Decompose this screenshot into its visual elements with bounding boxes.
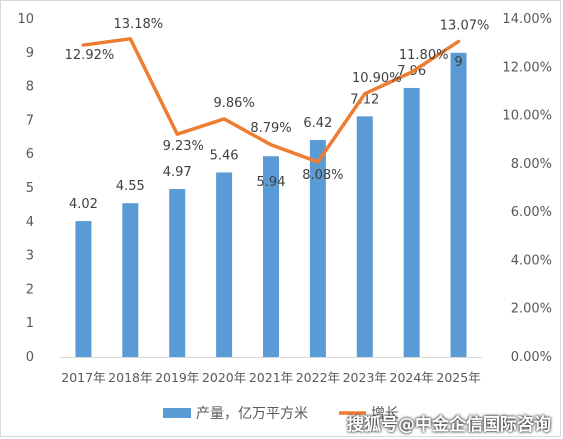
line-data-label: 9.23% xyxy=(163,139,204,154)
y-left-tick-label: 2 xyxy=(26,282,34,297)
x-tick-label: 2020年 xyxy=(202,370,246,385)
y-left-tick-label: 0 xyxy=(26,350,34,365)
line-data-label: 9.86% xyxy=(213,96,254,111)
y-left-tick-label: 8 xyxy=(26,80,34,95)
bar xyxy=(403,87,420,358)
y-left-tick-label: 9 xyxy=(26,46,34,61)
y-left-tick-label: 6 xyxy=(26,147,34,162)
line-data-label: 12.92% xyxy=(65,48,115,63)
y-right-tick-label: 0.00% xyxy=(511,350,552,365)
x-tick-label: 2022年 xyxy=(296,370,340,385)
bar xyxy=(309,140,326,357)
legend-bar-label: 产量，亿万平方米 xyxy=(196,406,308,422)
x-tick-label: 2023年 xyxy=(343,370,387,385)
watermark-text: 搜狐号@中金企信国际咨询 xyxy=(347,415,551,435)
x-tick-label: 2019年 xyxy=(155,370,199,385)
bar xyxy=(450,52,467,358)
bar xyxy=(263,156,279,357)
x-tick-label: 2025年 xyxy=(436,370,480,385)
x-tick-label: 2021年 xyxy=(249,370,293,385)
bar-data-label: 5.46 xyxy=(210,148,239,163)
bar-data-label: 9 xyxy=(454,55,462,70)
line-data-label: 8.79% xyxy=(250,121,291,136)
bar xyxy=(169,189,186,357)
y-right-tick-label: 10.00% xyxy=(502,109,552,124)
bar-data-label: 4.97 xyxy=(163,165,192,180)
y-left-tick-label: 4 xyxy=(26,215,34,230)
bar xyxy=(122,203,139,357)
bar-data-label: 4.02 xyxy=(69,197,98,212)
growth-line xyxy=(81,37,461,164)
bar-data-label: 4.55 xyxy=(116,179,145,194)
y-right-tick-label: 12.00% xyxy=(502,60,552,75)
y-right-tick-label: 6.00% xyxy=(511,205,552,220)
y-right-tick-label: 4.00% xyxy=(511,253,552,268)
x-tick-label: 2024年 xyxy=(390,370,434,385)
y-right-tick-label: 14.00% xyxy=(502,12,552,27)
x-tick-label: 2018年 xyxy=(108,370,152,385)
y-left-tick-label: 1 xyxy=(26,316,34,331)
y-right-tick-label: 8.00% xyxy=(511,157,552,172)
line-data-label: 11.80% xyxy=(399,48,449,63)
line-data-label: 10.90% xyxy=(352,71,402,86)
legend-bar-swatch xyxy=(163,408,191,418)
legend-line-label: 增长 xyxy=(371,406,399,422)
bar xyxy=(216,172,233,357)
line-data-label: 13.18% xyxy=(114,17,164,32)
y-right-tick-label: 2.00% xyxy=(511,302,552,317)
bar-data-label: 6.42 xyxy=(303,116,332,131)
bar-data-label: 5.94 xyxy=(257,175,286,190)
y-left-tick-label: 10 xyxy=(17,12,34,27)
bar xyxy=(75,221,92,357)
bar xyxy=(356,116,373,358)
line-data-label: 8.08% xyxy=(302,168,343,183)
x-tick-label: 2017年 xyxy=(61,370,105,385)
y-left-tick-label: 5 xyxy=(26,181,34,196)
y-left-tick-label: 7 xyxy=(26,113,34,128)
y-left-tick-label: 3 xyxy=(26,249,34,264)
line-data-label: 13.07% xyxy=(440,18,490,33)
